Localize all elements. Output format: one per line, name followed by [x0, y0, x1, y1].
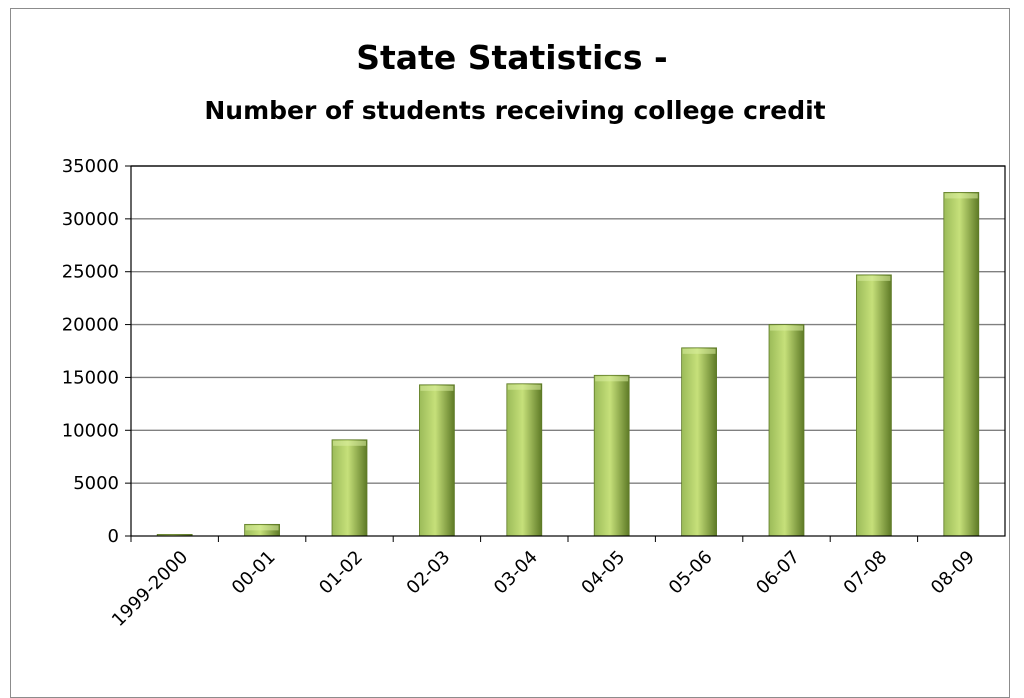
bar: [244, 523, 280, 537]
x-tick-labels: 1999-2000 00-01 01-02 02-03 03-04 04-05 05-06 0…: [108, 547, 979, 631]
bar-highlight: [770, 325, 803, 331]
chart-title: State Statistics -: [356, 38, 668, 77]
bar: [506, 383, 543, 537]
bars: [156, 192, 980, 537]
bar-highlight: [333, 440, 366, 446]
bar-highlight: [857, 275, 891, 281]
axes: [125, 165, 1006, 542]
x-tick-label: 03-04: [490, 547, 542, 599]
bar: [593, 374, 630, 537]
y-tick-labels: 0 5000 10000 15000 20000 25000 30000 35000: [62, 156, 119, 547]
y-tick-label: 30000: [62, 209, 119, 230]
x-tick-label: 05-06: [665, 547, 717, 599]
chart-frame: [10, 8, 1010, 698]
x-tick-label: 07-08: [840, 547, 892, 599]
bar: [856, 274, 892, 537]
bar-body: [506, 383, 543, 537]
x-tick-label: 00-01: [228, 547, 280, 599]
y-tick-label: 15000: [62, 367, 119, 388]
bar-highlight: [245, 525, 279, 531]
bar: [419, 384, 455, 537]
bar-highlight: [595, 376, 629, 382]
bar: [331, 439, 368, 537]
bar: [681, 347, 717, 537]
bar-highlight: [507, 384, 541, 390]
x-tick-label: 02-03: [403, 547, 455, 599]
y-tick-label: 5000: [73, 473, 119, 494]
y-tick-label: 10000: [62, 420, 119, 441]
y-tick-label: 25000: [62, 262, 119, 283]
y-tick-label: 0: [108, 526, 119, 547]
bar-body: [943, 192, 980, 537]
bar: [768, 324, 805, 537]
x-tick-label: 04-05: [577, 547, 629, 599]
bar-body: [593, 374, 630, 537]
bar-body: [331, 439, 368, 537]
bar: [943, 192, 980, 537]
x-tick-label: 1999-2000: [108, 547, 192, 631]
x-tick-label: 06-07: [752, 547, 804, 599]
bar-highlight: [944, 193, 978, 199]
bar-body: [856, 274, 892, 537]
bar-body: [768, 324, 805, 537]
chart-subtitle: Number of students receiving college cre…: [204, 96, 826, 125]
y-tick-label: 35000: [62, 156, 119, 177]
bar-body: [419, 384, 455, 537]
y-tick-label: 20000: [62, 315, 119, 336]
bar-body: [681, 347, 717, 537]
x-tick-label: 08-09: [927, 547, 979, 599]
bar-highlight: [420, 385, 454, 391]
x-tick-label: 01-02: [315, 547, 367, 599]
bar-highlight: [682, 348, 716, 354]
